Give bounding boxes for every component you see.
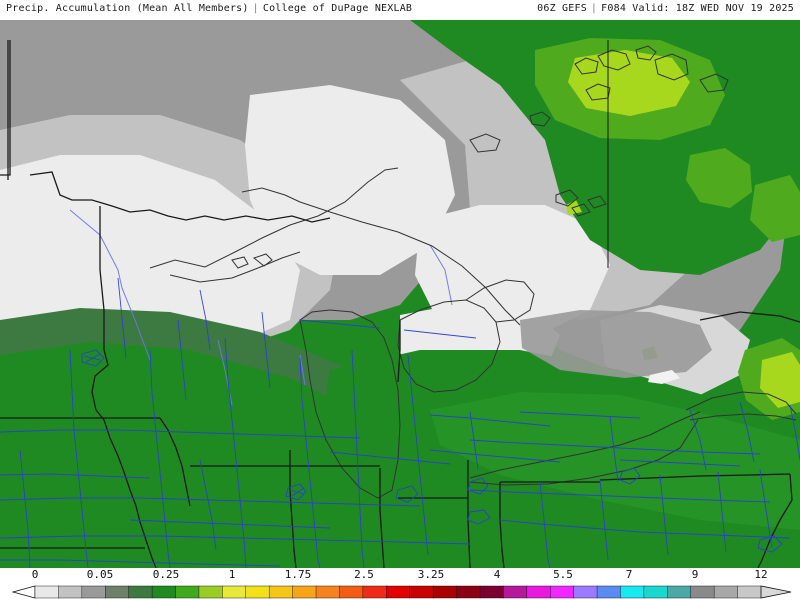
contour-yellowgreen-east-core bbox=[760, 352, 800, 408]
contour-yellowgreen-ontario-core bbox=[568, 50, 690, 116]
contour-yellowgreen-blob3 bbox=[750, 175, 800, 242]
colorbar-segment[interactable] bbox=[479, 585, 505, 599]
colorbar-swatch-strip[interactable] bbox=[0, 585, 800, 599]
colorbar-segment[interactable] bbox=[175, 585, 200, 599]
colorbar-segment[interactable] bbox=[573, 585, 598, 599]
colorbar-segment[interactable] bbox=[432, 585, 458, 599]
colorbar-segment[interactable] bbox=[339, 585, 364, 599]
contour-grey-erie-patch bbox=[520, 310, 712, 378]
colorbar-segment[interactable] bbox=[34, 585, 60, 599]
precipitation-map-canvas[interactable] bbox=[0, 20, 800, 568]
colorbar-segment[interactable] bbox=[737, 585, 762, 599]
contour-yellowgreen-blob2 bbox=[686, 148, 752, 208]
colorbar-tick-12: 12 bbox=[754, 568, 768, 581]
colorbar-tick-0p25: 0.25 bbox=[152, 568, 180, 581]
colorbar-under-arrow bbox=[11, 585, 36, 599]
colorbar-tick-1p75: 1.75 bbox=[284, 568, 312, 581]
colorbar-segment[interactable] bbox=[245, 585, 270, 599]
colorbar-segment[interactable] bbox=[503, 585, 528, 599]
colorbar-segment[interactable] bbox=[151, 585, 177, 599]
state-borders bbox=[0, 40, 800, 568]
product-title: Precip. Accumulation (Mean All Members) bbox=[6, 3, 249, 14]
model-run-label: 06Z GEFS bbox=[537, 3, 587, 14]
colorbar-segment[interactable] bbox=[643, 585, 668, 599]
colorbar-segment[interactable] bbox=[386, 585, 411, 599]
colorbar-tick-2p5: 2.5 bbox=[354, 568, 374, 581]
colorbar-segment[interactable] bbox=[526, 585, 551, 599]
colorbar-segment[interactable] bbox=[128, 585, 153, 599]
colorbar-segment[interactable] bbox=[105, 585, 130, 599]
header-bar: Precip. Accumulation (Mean All Members) |… bbox=[0, 0, 800, 20]
contour-white-tiny bbox=[648, 370, 680, 384]
colorbar-segment[interactable] bbox=[292, 585, 317, 599]
colorbar-over-arrow bbox=[760, 585, 792, 599]
valid-time-label: F084 Valid: 18Z WED NOV 19 2025 bbox=[601, 3, 794, 14]
colorbar-segment[interactable] bbox=[456, 585, 481, 599]
colorbar-tick-0p05: 0.05 bbox=[86, 568, 114, 581]
colorbar-segment[interactable] bbox=[690, 585, 715, 599]
contour-white-superior bbox=[415, 205, 610, 335]
colorbar-tick-3p25: 3.25 bbox=[417, 568, 445, 581]
map-svg bbox=[0, 20, 800, 568]
colorbar-segment[interactable] bbox=[222, 585, 247, 599]
colorbar-segment[interactable] bbox=[409, 585, 434, 599]
colorbar-tick-5p5: 5.5 bbox=[553, 568, 573, 581]
colorbar-tick-labels: 0 0.05 0.25 1 1.75 2.5 3.25 4 5.5 7 9 12 bbox=[0, 568, 800, 584]
colorbar-segment[interactable] bbox=[315, 585, 341, 599]
colorbar-segment[interactable] bbox=[713, 585, 739, 599]
colorbar-segment[interactable] bbox=[268, 585, 294, 599]
source-label: College of DuPage NEXLAB bbox=[262, 3, 413, 14]
highway-network bbox=[0, 277, 800, 568]
colorbar-segment[interactable] bbox=[596, 585, 622, 599]
colorbar-legend[interactable]: 0 0.05 0.25 1 1.75 2.5 3.25 4 5.5 7 9 12 bbox=[0, 568, 800, 600]
coastline-lakes bbox=[149, 45, 797, 499]
header-right-title: 06Z GEFS | F084 Valid: 18Z WED NOV 19 2025 bbox=[537, 3, 794, 14]
contour-white-sup bbox=[245, 85, 455, 275]
colorbar-tick-4: 4 bbox=[493, 568, 501, 581]
colorbar-segment[interactable] bbox=[667, 585, 692, 599]
colorbar-segment[interactable] bbox=[550, 585, 575, 599]
colorbar-tick-7: 7 bbox=[625, 568, 633, 581]
river-network bbox=[69, 209, 453, 406]
header-left-title: Precip. Accumulation (Mean All Members) |… bbox=[6, 3, 412, 14]
colorbar-segment[interactable] bbox=[198, 585, 223, 599]
colorbar-segment[interactable] bbox=[620, 585, 645, 599]
colorbar-segment[interactable] bbox=[58, 585, 83, 599]
colorbar-segment[interactable] bbox=[362, 585, 387, 599]
urban-highway-clusters bbox=[81, 349, 783, 553]
colorbar-segment[interactable] bbox=[81, 585, 106, 599]
title-separator: | bbox=[252, 3, 259, 14]
contour-white-nw bbox=[0, 155, 300, 352]
colorbar-svg bbox=[11, 585, 792, 599]
colorbar-tick-9: 9 bbox=[691, 568, 699, 581]
colorbar-tick-1: 1 bbox=[228, 568, 236, 581]
title-separator-2: | bbox=[590, 3, 598, 14]
colorbar-tick-0: 0 bbox=[31, 568, 39, 581]
